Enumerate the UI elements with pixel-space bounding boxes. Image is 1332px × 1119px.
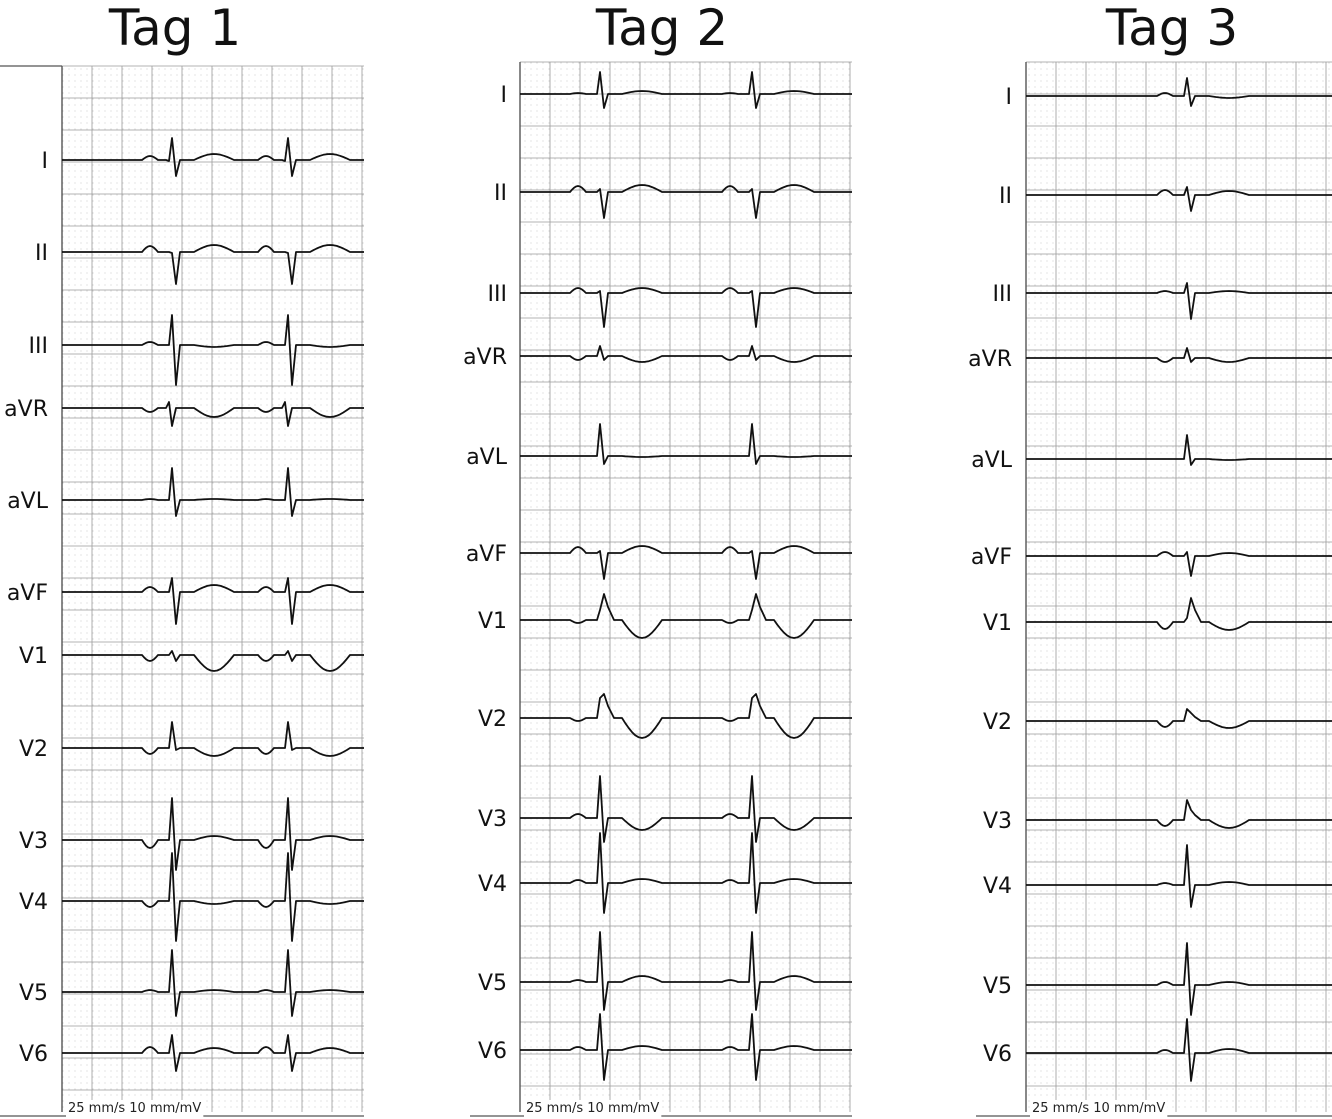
ecg-trace (62, 650, 364, 672)
ecg-trace (62, 1034, 364, 1072)
lead-label: V3 (19, 829, 48, 854)
ecg-trace (520, 593, 852, 639)
calibration-footer-bg (1030, 1100, 1168, 1117)
lead-label: V3 (983, 809, 1012, 834)
ecg-trace (62, 244, 364, 285)
calibration-footer-bg (524, 1100, 662, 1117)
ecg-trace (520, 184, 852, 219)
ecg-trace (520, 775, 852, 843)
lead-label: V5 (19, 981, 48, 1006)
ecg-trace (1026, 708, 1332, 729)
ecg-trace (62, 797, 364, 871)
lead-label: V2 (19, 737, 48, 762)
lead-label: III (29, 334, 48, 359)
ecg-trace (62, 401, 364, 427)
lead-label: aVR (463, 345, 507, 370)
lead-label: I (1006, 85, 1013, 110)
lead-label: I (501, 83, 508, 108)
ecg-trace (520, 693, 852, 739)
lead-label: V6 (478, 1039, 507, 1064)
lead-label: V1 (983, 611, 1012, 636)
lead-label: II (494, 181, 507, 206)
ecg-trace (520, 345, 852, 363)
calibration-footer-bg (66, 1100, 204, 1117)
lead-label: V1 (478, 609, 507, 634)
ecg-trace (1026, 799, 1332, 829)
calibration-footer: 25 mm/s 10 mm/mV (68, 1101, 201, 1116)
lead-label: V6 (983, 1042, 1012, 1067)
ecg-trace (62, 949, 364, 1017)
lead-label: aVR (4, 397, 48, 422)
lead-label: V1 (19, 644, 48, 669)
lead-label: V4 (19, 890, 48, 915)
calibration-footer: 25 mm/s 10 mm/mV (526, 1101, 659, 1116)
ecg-trace (62, 467, 364, 517)
lead-label: V5 (478, 971, 507, 996)
grid-background (1026, 62, 1332, 1112)
lead-label: V4 (478, 872, 507, 897)
ecg-trace (62, 577, 364, 625)
panel-1-title: Tag 1 (108, 0, 242, 57)
ecg-trace (520, 1013, 852, 1081)
lead-label: aVF (7, 581, 48, 606)
ecg-trace (1026, 844, 1332, 908)
lead-label: aVF (971, 545, 1012, 570)
ecg-trace (1026, 186, 1332, 212)
calibration-footer: 25 mm/s 10 mm/mV (1032, 1101, 1165, 1116)
lead-label: III (488, 282, 507, 307)
ecg-trace (520, 832, 852, 914)
ecg-trace (1026, 347, 1332, 363)
lead-label: III (993, 282, 1012, 307)
lead-label: I (42, 149, 49, 174)
ecg-trace (520, 931, 852, 1011)
grid-background (62, 66, 364, 1112)
lead-label: aVF (466, 542, 507, 567)
lead-label: V6 (19, 1042, 48, 1067)
grid-background (520, 62, 852, 1112)
ecg-trace (62, 314, 364, 386)
ecg-trace (62, 137, 364, 177)
lead-label: II (999, 184, 1012, 209)
ecg-trace (1026, 551, 1332, 577)
ecg-trace (1026, 1018, 1332, 1082)
lead-label: aVR (968, 347, 1012, 372)
ecg-trace (1026, 282, 1332, 320)
lead-label: V4 (983, 874, 1012, 899)
panel-2-title: Tag 2 (595, 0, 729, 57)
lead-label: II (35, 241, 48, 266)
ecg-trace (520, 287, 852, 328)
ecg-trace (1026, 597, 1332, 631)
ecg-trace (62, 852, 364, 942)
lead-label: aVL (7, 489, 49, 514)
ecg-trace (520, 71, 852, 109)
panel-3-title: Tag 3 (1105, 0, 1239, 57)
ecg-trace (1026, 942, 1332, 1016)
ecg-trace (1026, 434, 1332, 466)
lead-label: V3 (478, 807, 507, 832)
lead-label: V2 (983, 710, 1012, 735)
ecg-trace (62, 721, 364, 757)
lead-label: aVL (971, 448, 1013, 473)
ecg-trace (520, 423, 852, 465)
ecg-trace (1026, 77, 1332, 107)
lead-label: V5 (983, 974, 1012, 999)
ecg-trace (520, 545, 852, 580)
lead-label: aVL (466, 445, 508, 470)
lead-label: V2 (478, 707, 507, 732)
